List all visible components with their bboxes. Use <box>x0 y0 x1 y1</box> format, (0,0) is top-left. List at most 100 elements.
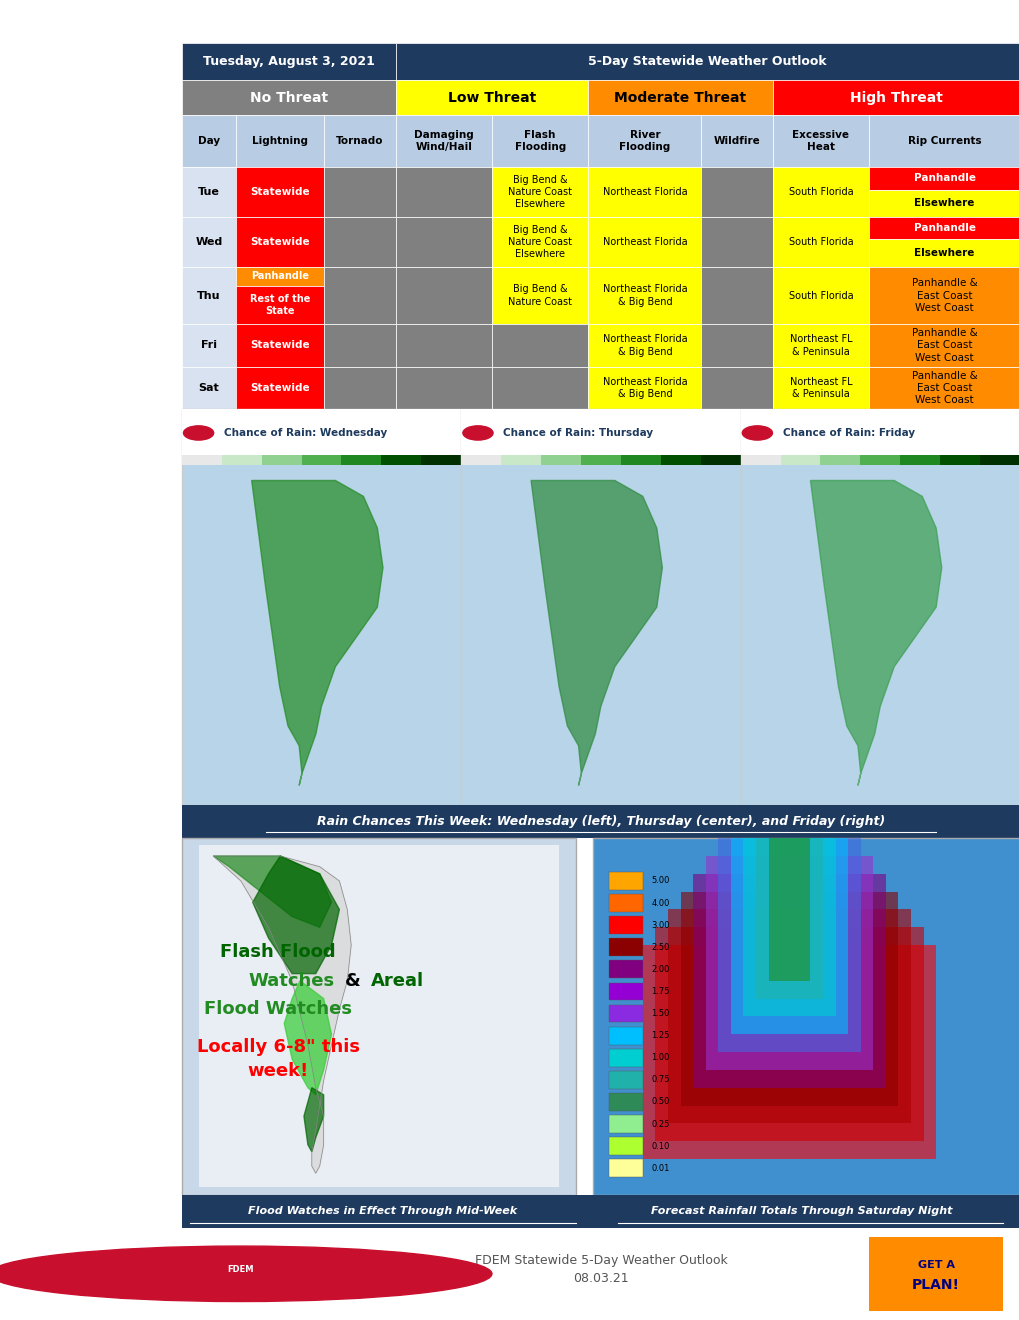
Polygon shape <box>284 981 331 1094</box>
Bar <box>740 409 1019 805</box>
Text: 1.75: 1.75 <box>650 987 669 997</box>
Bar <box>680 892 898 1106</box>
Text: River
Flooding: River Flooding <box>619 131 669 152</box>
Bar <box>491 168 588 216</box>
Bar <box>588 81 772 115</box>
Bar <box>181 168 236 216</box>
Text: 0.25: 0.25 <box>650 1119 668 1129</box>
Bar <box>588 168 701 216</box>
Text: No Threat: No Threat <box>250 91 327 104</box>
Text: Panhandle &
East Coast
West Coast: Panhandle & East Coast West Coast <box>911 279 976 313</box>
Circle shape <box>0 1246 491 1302</box>
Bar <box>780 455 819 465</box>
Bar <box>868 325 1019 367</box>
Text: Low Threat: Low Threat <box>447 91 536 104</box>
Bar <box>491 367 588 409</box>
Text: Locally 6-8" this
week!: Locally 6-8" this week! <box>197 1039 360 1080</box>
Text: 0.10: 0.10 <box>650 1142 668 1151</box>
Bar <box>608 982 642 1001</box>
Bar <box>701 267 772 325</box>
Bar <box>608 1005 642 1023</box>
Bar <box>588 367 701 409</box>
Bar <box>461 455 500 465</box>
Bar <box>859 455 900 465</box>
Bar <box>868 216 1019 239</box>
Text: GET A: GET A <box>917 1259 954 1270</box>
Bar <box>655 928 922 1142</box>
Polygon shape <box>213 857 331 928</box>
Bar <box>181 267 236 325</box>
Bar <box>491 216 588 267</box>
Text: Northeast Florida
& Big Bend: Northeast Florida & Big Bend <box>602 284 687 306</box>
Polygon shape <box>253 857 339 974</box>
Text: Excessive
Heat: Excessive Heat <box>792 131 849 152</box>
Text: FDEM Statewide 5-Day Weather Outlook
08.03.21: FDEM Statewide 5-Day Weather Outlook 08.… <box>474 1254 727 1284</box>
Bar <box>772 267 868 325</box>
Text: Panhandle: Panhandle <box>913 173 974 183</box>
Bar <box>772 168 868 216</box>
Bar <box>868 367 1019 409</box>
Bar <box>491 267 588 325</box>
Text: 0.50: 0.50 <box>650 1097 668 1106</box>
Text: Flash
Flooding: Flash Flooding <box>514 131 566 152</box>
Bar <box>302 455 341 465</box>
Text: 0.01: 0.01 <box>650 1164 668 1172</box>
Bar <box>324 168 395 216</box>
Text: Statewide: Statewide <box>251 238 310 247</box>
Text: Wildfire: Wildfire <box>713 136 760 147</box>
Text: 5.00: 5.00 <box>650 876 668 886</box>
Text: Big Bend &
Nature Coast: Big Bend & Nature Coast <box>507 284 572 306</box>
Text: Panhandle &
East Coast
West Coast: Panhandle & East Coast West Coast <box>911 371 976 405</box>
Bar <box>181 409 461 805</box>
Bar <box>772 115 868 168</box>
Text: Northeast Florida: Northeast Florida <box>602 238 687 247</box>
Bar <box>621 455 660 465</box>
Bar <box>717 838 860 1052</box>
Bar <box>421 455 461 465</box>
Bar <box>900 455 940 465</box>
Bar <box>819 455 859 465</box>
Bar <box>324 367 395 409</box>
Bar <box>740 455 780 465</box>
Bar <box>181 325 236 367</box>
Bar <box>642 945 935 1159</box>
Bar <box>868 115 1019 168</box>
Bar <box>608 873 642 890</box>
Bar <box>221 455 262 465</box>
Text: Lightning: Lightning <box>252 136 308 147</box>
Text: Rain Chances This Week: Wednesday (left), Thursday (center), and Friday (right): Rain Chances This Week: Wednesday (left)… <box>317 816 884 828</box>
Bar <box>491 325 588 367</box>
Text: Day: Day <box>198 136 220 147</box>
Text: Moderate Threat: Moderate Threat <box>613 91 746 104</box>
Text: 5-Day Statewide Weather Outlook: 5-Day Statewide Weather Outlook <box>588 55 826 69</box>
Bar <box>868 1237 1003 1311</box>
Text: Elsewhere: Elsewhere <box>913 198 974 209</box>
Text: Big Bend &
Nature Coast
Elsewhere: Big Bend & Nature Coast Elsewhere <box>507 224 572 259</box>
Bar <box>262 455 302 465</box>
Bar <box>461 409 740 457</box>
Bar <box>395 325 491 367</box>
Text: South Florida: South Florida <box>788 238 853 247</box>
Text: 2.50: 2.50 <box>650 942 668 952</box>
Bar <box>181 44 395 81</box>
Text: South Florida: South Florida <box>788 290 853 301</box>
Bar <box>324 216 395 267</box>
Bar <box>236 367 324 409</box>
Bar <box>592 838 1019 1195</box>
Bar <box>199 845 558 1188</box>
Bar <box>324 115 395 168</box>
Bar <box>701 168 772 216</box>
Bar <box>588 267 701 325</box>
Bar <box>608 961 642 978</box>
Bar <box>772 81 1019 115</box>
Bar <box>181 81 395 115</box>
Bar <box>772 325 868 367</box>
Text: Northeast Florida
& Big Bend: Northeast Florida & Big Bend <box>602 334 687 356</box>
Bar <box>395 44 1019 81</box>
Bar <box>181 216 236 267</box>
Text: High Threat: High Threat <box>849 91 942 104</box>
Text: Watches: Watches <box>249 972 334 990</box>
Text: Tuesday, August 3, 2021: Tuesday, August 3, 2021 <box>203 55 374 69</box>
Bar <box>693 874 886 1088</box>
Bar <box>701 367 772 409</box>
